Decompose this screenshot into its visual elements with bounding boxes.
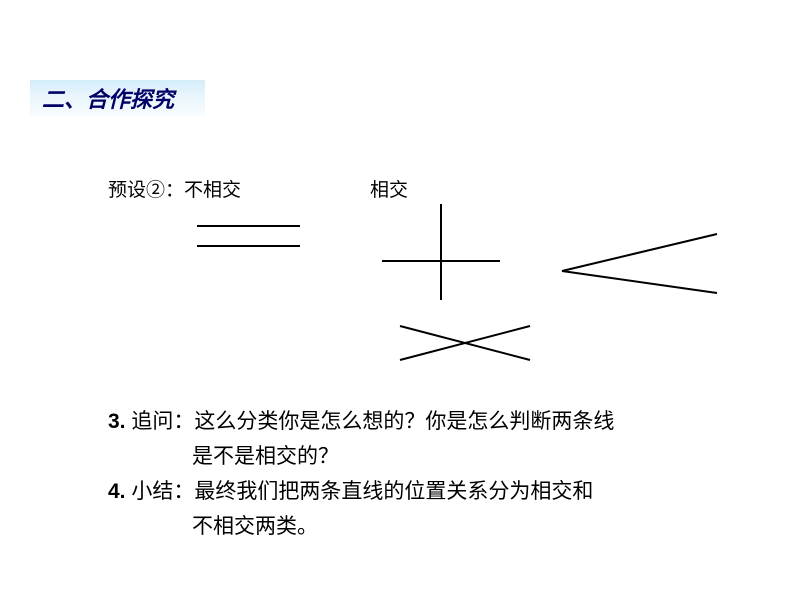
- question-3-label: 追问：: [131, 410, 194, 433]
- parallel-lines: [197, 226, 300, 246]
- question-4-text1: 最终我们把两条直线的位置关系分为相交和: [194, 480, 593, 503]
- question-4-number: 4.: [108, 480, 126, 503]
- question-3-line1: 3. 追问：这么分类你是怎么想的？你是怎么判断两条线: [108, 405, 614, 440]
- question-4-line2: 不相交两类。: [108, 510, 593, 545]
- question-3-text1: 这么分类你是怎么想的？你是怎么判断两条线: [194, 410, 614, 433]
- question-3-number: 3.: [108, 410, 126, 433]
- angle-line-1: [562, 234, 717, 271]
- question-4-line1: 4. 小结：最终我们把两条直线的位置关系分为相交和: [108, 475, 593, 510]
- question-4-label: 小结：: [131, 480, 194, 503]
- angle-lines: [562, 234, 717, 293]
- question-3-line2: 是不是相交的？: [108, 440, 614, 475]
- angle-line-2: [562, 271, 717, 293]
- cross-plus: [382, 204, 500, 300]
- question-3: 3. 追问：这么分类你是怎么想的？你是怎么判断两条线 是不是相交的？: [108, 405, 614, 474]
- question-4: 4. 小结：最终我们把两条直线的位置关系分为相交和 不相交两类。: [108, 475, 593, 544]
- cross-x: [400, 326, 530, 360]
